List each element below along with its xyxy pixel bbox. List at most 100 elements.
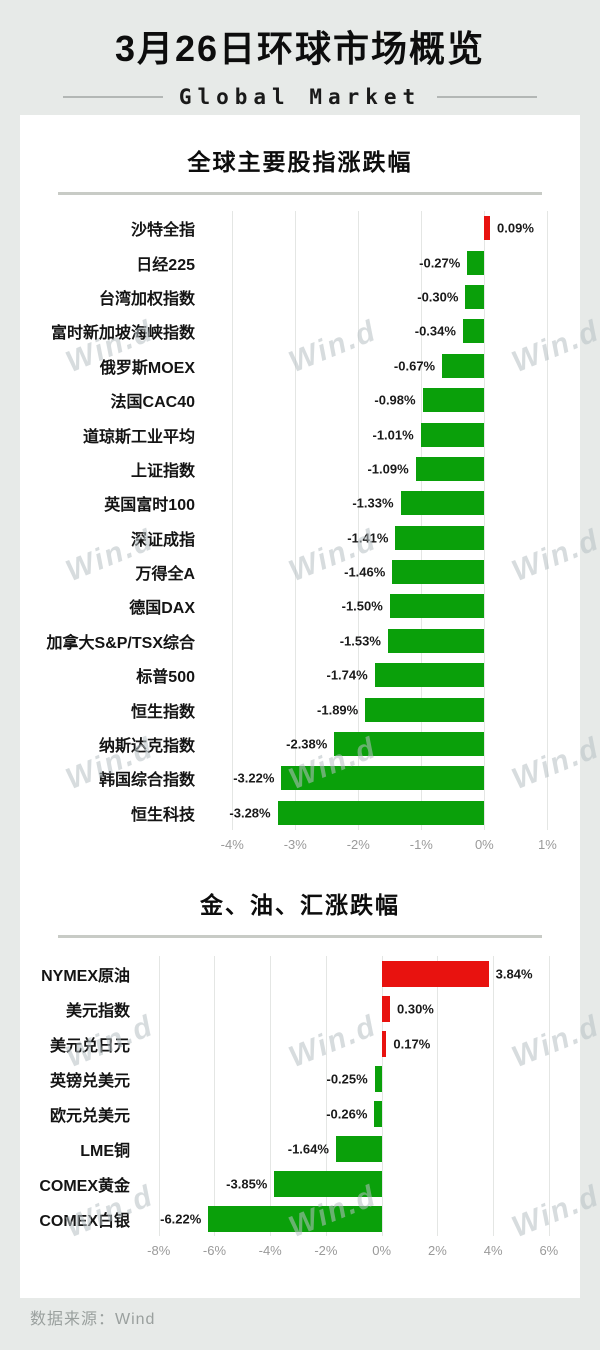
axis-tick-label: -2%: [314, 1243, 338, 1259]
bar-track: -0.26%: [142, 1096, 560, 1131]
category-label: LME铜: [80, 1142, 130, 1160]
value-label: -3.22%: [233, 770, 275, 786]
bar-row: 纳斯达克指数 -2.38%: [20, 727, 580, 761]
value-label: -0.30%: [417, 289, 459, 305]
bar-row: 法国CAC40 -0.98%: [20, 383, 580, 417]
bar-row: 深证成指 -1.41%: [20, 521, 580, 555]
value-label: 0.30%: [397, 1001, 434, 1017]
category-label: 英国富时100: [104, 497, 195, 515]
bar-track: -1.09%: [207, 452, 560, 486]
subtitle-row: Global Market: [0, 85, 600, 109]
bar: [400, 491, 485, 516]
value-label: -1.64%: [287, 1141, 329, 1157]
chart-gold-oil-fx: NYMEX原油 3.84% 美元指数 0.30% 美元兑日元 0.17% 英镑兑美元 -0.2…: [20, 956, 580, 1262]
bar: [381, 1030, 387, 1057]
bar-track: -0.98%: [207, 383, 560, 417]
gridline: [158, 956, 160, 1237]
gridline: [421, 211, 423, 831]
bar-row: 日经225 -0.27%: [20, 245, 580, 279]
bar-row: 上证指数 -1.09%: [20, 452, 580, 486]
category-label: 美元兑日元: [49, 1037, 130, 1055]
bar-row: 台湾加权指数 -0.30%: [20, 280, 580, 314]
bar: [277, 800, 485, 825]
bar: [334, 732, 485, 757]
bar: [484, 216, 491, 241]
grid-layer: [207, 211, 560, 831]
bar-track: 3.84%: [142, 956, 560, 991]
bar-row: NYMEX原油 3.84%: [20, 956, 580, 991]
bar-track: -1.01%: [207, 417, 560, 451]
bar-row: 万得全A -1.46%: [20, 555, 580, 589]
bar-track: 0.09%: [207, 211, 560, 245]
value-label: 0.09%: [497, 220, 534, 236]
bar-row: 道琼斯工业平均 -1.01%: [20, 417, 580, 451]
bar-track: -2.38%: [207, 727, 560, 761]
category-label: 台湾加权指数: [98, 290, 195, 308]
value-label: -1.41%: [347, 530, 389, 546]
category-label: 恒生科技: [130, 806, 195, 824]
gridline: [358, 211, 360, 831]
value-label: -0.34%: [414, 323, 456, 339]
bar-track: -1.50%: [207, 589, 560, 623]
bar: [374, 1100, 382, 1127]
gridline: [325, 956, 327, 1237]
chart-1-title-divider: [58, 192, 542, 195]
bar-row: 德国DAX -1.50%: [20, 589, 580, 623]
value-label: -6.22%: [160, 1211, 202, 1227]
value-label: -3.85%: [226, 1176, 268, 1192]
bar: [381, 995, 390, 1022]
bar-track: -3.22%: [207, 761, 560, 795]
value-label: -1.53%: [339, 633, 381, 649]
value-label: -3.28%: [229, 805, 271, 821]
bar: [208, 1205, 382, 1232]
category-label: 深证成指: [130, 531, 195, 549]
gridline: [270, 956, 272, 1237]
chart-1-title: 全球主要股指涨跌幅: [187, 149, 413, 175]
bar-track: -1.53%: [207, 624, 560, 658]
axis-tick-label: -3%: [283, 837, 307, 853]
bar-row: COMEX白银 -6.22%: [20, 1201, 580, 1236]
bar-track: -0.34%: [207, 314, 560, 348]
category-label: 美元指数: [65, 1002, 130, 1020]
chart-2-title: 金、油、汇涨跌幅: [200, 892, 400, 919]
gridline: [381, 956, 383, 1237]
axis-tick-label: -6%: [202, 1243, 227, 1259]
bar: [381, 960, 489, 987]
bar: [374, 1065, 382, 1092]
bar: [365, 697, 485, 722]
bar-row: 富时新加坡海峡指数 -0.34%: [20, 314, 580, 348]
category-label: 上证指数: [130, 462, 195, 480]
category-label: NYMEX原油: [41, 967, 130, 985]
category-label: 纳斯达克指数: [98, 738, 195, 756]
bar-row: 英镑兑美元 -0.25%: [20, 1061, 580, 1096]
gridline: [232, 211, 234, 831]
bar: [442, 353, 485, 378]
bar: [467, 250, 485, 275]
value-label: -1.01%: [372, 427, 414, 443]
axis-tick-label: 2%: [427, 1243, 447, 1259]
bar: [462, 319, 485, 344]
value-label: -1.09%: [367, 461, 409, 477]
gridline: [493, 956, 495, 1237]
value-label: -2.38%: [286, 736, 328, 752]
x-axis: -4% -3% -2% -1% 0% 1%: [207, 830, 560, 856]
data-source-note: 数据来源：Wind: [30, 1311, 156, 1328]
value-label: -1.74%: [326, 667, 368, 683]
bar: [465, 284, 485, 309]
category-label: 加拿大S&P/TSX综合: [46, 634, 195, 652]
bar-rows: 沙特全指 0.09% 日经225 -0.27% 台湾加权指数 -0.30% 富时新加坡海峡指…: [20, 211, 580, 830]
bar: [422, 388, 485, 413]
category-label: 富时新加坡海峡指数: [50, 325, 195, 343]
category-label: 欧元兑美元: [49, 1107, 130, 1125]
value-label: -1.33%: [352, 495, 394, 511]
value-label: -0.27%: [419, 255, 461, 271]
bar: [335, 1135, 382, 1162]
bar-track: -0.30%: [207, 280, 560, 314]
bar-track: -0.27%: [207, 245, 560, 279]
page-title: 3月26日环球市场概览: [114, 28, 486, 69]
value-label: -1.89%: [317, 702, 359, 718]
bar-row: 俄罗斯MOEX -0.67%: [20, 349, 580, 383]
axis-tick-label: 6%: [539, 1243, 559, 1259]
chart-stock-indices: 沙特全指 0.09% 日经225 -0.27% 台湾加权指数 -0.30% 富时新加坡海峡指…: [20, 211, 580, 856]
value-label: -0.98%: [374, 392, 416, 408]
